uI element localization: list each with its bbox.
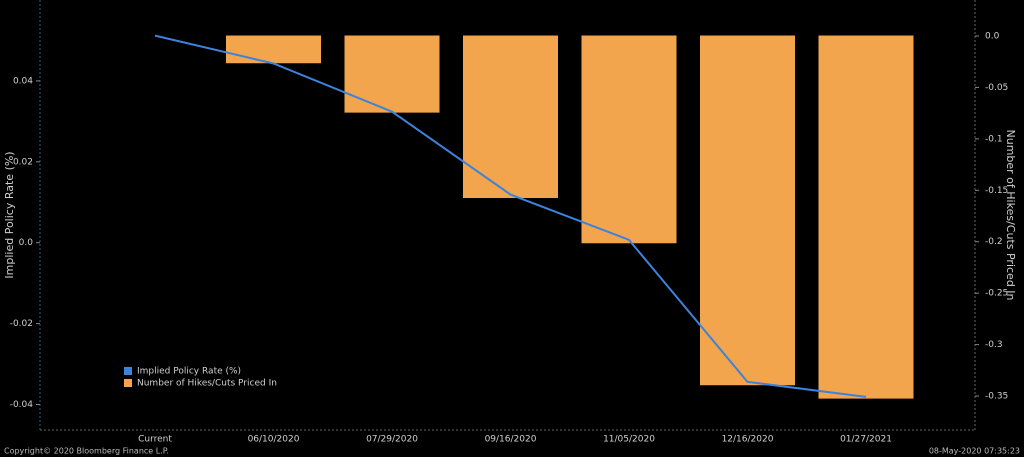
x-tick-label: Current <box>138 435 172 445</box>
x-tick-label: 12/16/2020 <box>722 435 774 445</box>
line <box>154 34 867 398</box>
legend-label: Number of Hikes/Cuts Priced In <box>137 379 277 389</box>
x-tick-label: 01/27/2021 <box>840 435 892 445</box>
y-tick-label: 0.04 <box>13 76 33 86</box>
x-tick-label: 11/05/2020 <box>603 435 655 445</box>
bar <box>818 35 914 399</box>
y2-tick-label: -0.3 <box>985 340 1003 350</box>
legend <box>118 363 273 391</box>
y2-tick-label: 0.0 <box>985 32 1000 42</box>
y2-tick-label: -0.25 <box>985 289 1008 299</box>
y-tick-label: 0.0 <box>19 238 34 248</box>
y-axis-title: Implied Policy Rate (%) <box>3 151 16 278</box>
bar <box>700 35 795 386</box>
footer-left: Copyright© 2020 Bloomberg Finance L.P. <box>4 447 169 456</box>
y2-tick-label: -0.35 <box>985 392 1008 402</box>
bar <box>226 35 321 64</box>
x-tick-label: 07/29/2020 <box>366 435 418 445</box>
y2-tick-label: -0.1 <box>985 134 1003 144</box>
footer-right: 08-May-2020 07:35:23 <box>929 447 1020 456</box>
y2-axis-title: Number of Hikes/Cuts Priced In <box>1004 129 1017 300</box>
x-tick-label: 09/16/2020 <box>485 435 537 445</box>
legend-label: Implied Policy Rate (%) <box>137 367 241 377</box>
y2-tick-label: -0.05 <box>985 83 1008 93</box>
x-tick-label: 06/10/2020 <box>248 435 300 445</box>
bar <box>344 35 440 113</box>
y2-tick-label: -0.2 <box>985 237 1003 247</box>
legend-swatch <box>124 367 132 375</box>
bar <box>463 35 558 199</box>
y-tick-label: -0.02 <box>10 319 33 329</box>
y2-tick-label: -0.15 <box>985 186 1008 196</box>
y-tick-label: 0.02 <box>13 157 33 167</box>
legend-swatch <box>124 379 132 387</box>
y-tick-label: -0.04 <box>10 400 34 410</box>
bar <box>581 35 677 244</box>
